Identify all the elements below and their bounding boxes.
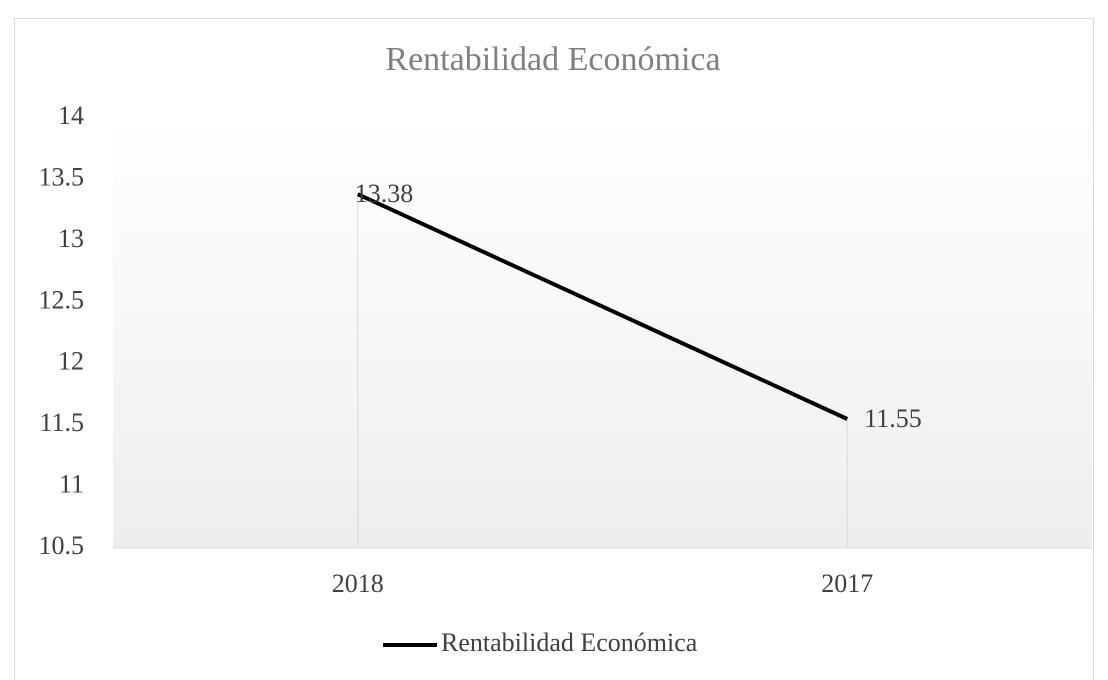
y-tick-label: 11.5 (39, 408, 84, 437)
y-tick-label: 13.5 (39, 162, 85, 191)
y-tick-label: 11 (59, 470, 84, 499)
y-tick-label: 12.5 (39, 285, 85, 314)
plot-area (113, 118, 1092, 548)
legend-label: Rentabilidad Económica (441, 628, 698, 657)
x-tick-label: 2017 (821, 569, 873, 598)
chart-title: Rentabilidad Económica (385, 41, 720, 78)
data-label: 11.55 (864, 404, 922, 433)
y-tick-label: 12 (58, 347, 84, 376)
y-tick-label: 14 (58, 101, 84, 130)
x-tick-label: 2018 (332, 569, 384, 598)
y-tick-label: 10.5 (39, 531, 85, 560)
series-line (356, 192, 849, 421)
y-tick-label: 13 (58, 224, 84, 253)
data-label: 13.38 (355, 179, 414, 208)
